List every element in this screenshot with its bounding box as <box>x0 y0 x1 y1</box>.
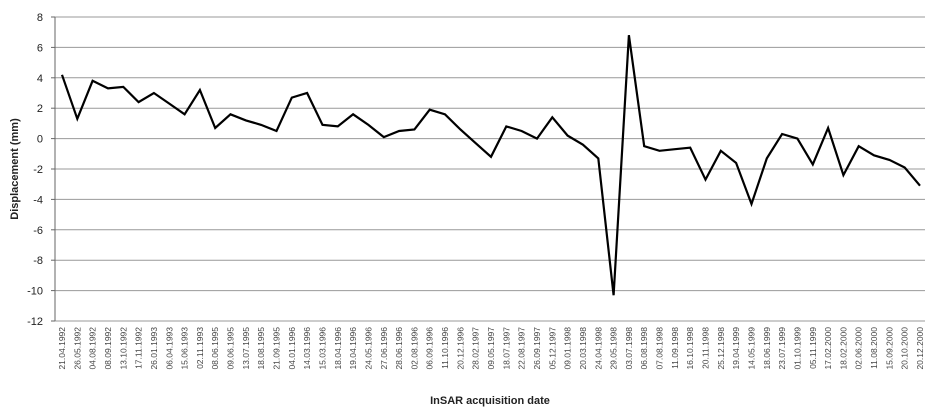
x-tick-label: 23.07.1999 <box>777 327 787 370</box>
x-tick-label: 28.02.1997 <box>471 327 481 370</box>
x-tick-label: 02.06.2000 <box>854 327 864 370</box>
x-tick-label: 28.06.1996 <box>394 327 404 370</box>
x-tick-label: 18.08.1995 <box>256 327 266 370</box>
x-tick-label: 05.11.1999 <box>808 327 818 369</box>
y-tick-label: 4 <box>37 73 43 85</box>
x-tick-label: 01.10.1999 <box>792 327 802 370</box>
x-tick-label: 20.03.1998 <box>578 327 588 370</box>
x-tick-label: 05.12.1997 <box>547 327 557 370</box>
y-tick-label: 2 <box>37 103 43 115</box>
y-tick-label: -8 <box>33 255 43 267</box>
x-tick-label: 02.08.1996 <box>409 327 419 370</box>
y-axis-title: Displacement (mm) <box>9 118 21 220</box>
x-tick-label: 24.05.1996 <box>363 327 373 370</box>
x-tick-label: 26.05.1992 <box>72 327 82 370</box>
x-tick-label: 03.07.1998 <box>624 327 634 370</box>
x-tick-label: 09.01.1998 <box>563 327 573 370</box>
x-tick-label: 09.05.1997 <box>486 327 496 370</box>
x-tick-label: 06.04.1993 <box>164 327 174 370</box>
y-tick-label: -6 <box>33 225 43 237</box>
x-tick-label: 21.04.1992 <box>57 327 67 370</box>
x-tick-label: 26.01.1993 <box>149 327 159 370</box>
y-tick-label: 8 <box>37 12 43 24</box>
x-tick-label: 17.02.2000 <box>823 327 833 370</box>
x-tick-label: 18.04.1996 <box>333 327 343 370</box>
x-tick-label: 08.06.1995 <box>210 327 220 370</box>
x-tick-label: 18.06.1999 <box>762 327 772 370</box>
x-tick-label: 22.08.1997 <box>517 327 527 370</box>
x-tick-label: 25.12.1998 <box>716 327 726 370</box>
x-tick-label: 13.10.1992 <box>118 327 128 370</box>
x-tick-label: 09.06.1995 <box>226 327 236 370</box>
x-tick-label: 15.03.1996 <box>317 327 327 370</box>
y-tick-label: -2 <box>33 164 43 176</box>
x-tick-label: 08.09.1992 <box>103 327 113 370</box>
x-tick-label: 18.07.1997 <box>501 327 511 370</box>
x-tick-label: 04.08.1992 <box>88 327 98 370</box>
x-tick-label: 15.09.2000 <box>884 327 894 370</box>
x-axis-title: InSAR acquisition date <box>430 395 550 407</box>
x-tick-label: 26.09.1997 <box>532 327 542 370</box>
x-tick-label: 04.01.1996 <box>287 327 297 370</box>
x-tick-label: 27.06.1996 <box>379 327 389 370</box>
y-tick-label: -10 <box>27 286 43 298</box>
x-tick-label: 20.10.2000 <box>900 327 910 370</box>
x-tick-label: 13.07.1995 <box>241 327 251 370</box>
x-tick-label: 18.02.2000 <box>838 327 848 370</box>
x-tick-label: 14.03.1996 <box>302 327 312 370</box>
x-tick-label: 19.04.1996 <box>348 327 358 370</box>
x-tick-label: 17.11.1992 <box>134 327 144 369</box>
x-tick-label: 14.05.1999 <box>746 327 756 370</box>
y-tick-label: -4 <box>33 194 43 206</box>
x-tick-label: 24.04.1998 <box>593 327 603 370</box>
x-tick-label: 06.08.1998 <box>639 327 649 370</box>
y-tick-label: -12 <box>27 316 43 328</box>
x-tick-label: 15.06.1993 <box>180 327 190 370</box>
x-tick-label: 11.08.2000 <box>869 327 879 369</box>
x-tick-label: 20.12.1996 <box>455 327 465 370</box>
y-tick-label: 6 <box>37 42 43 54</box>
x-tick-label: 11.09.1998 <box>670 327 680 369</box>
x-tick-label: 20.11.1998 <box>701 327 711 369</box>
data-line <box>60 35 921 296</box>
x-tick-label: 20.12.2000 <box>915 327 925 370</box>
x-tick-label: 16.10.1998 <box>685 327 695 370</box>
y-tick-label: 0 <box>37 134 43 146</box>
x-tick-label: 06.09.1996 <box>425 327 435 370</box>
x-tick-label: 02.11.1993 <box>195 327 205 369</box>
x-tick-label: 11.10.1996 <box>440 327 450 369</box>
x-tick-label: 19.04.1999 <box>731 327 741 370</box>
x-tick-label: 21.09.1995 <box>272 327 282 370</box>
x-tick-label: 29.05.1998 <box>609 327 619 370</box>
x-tick-label: 07.08.1998 <box>655 327 665 370</box>
